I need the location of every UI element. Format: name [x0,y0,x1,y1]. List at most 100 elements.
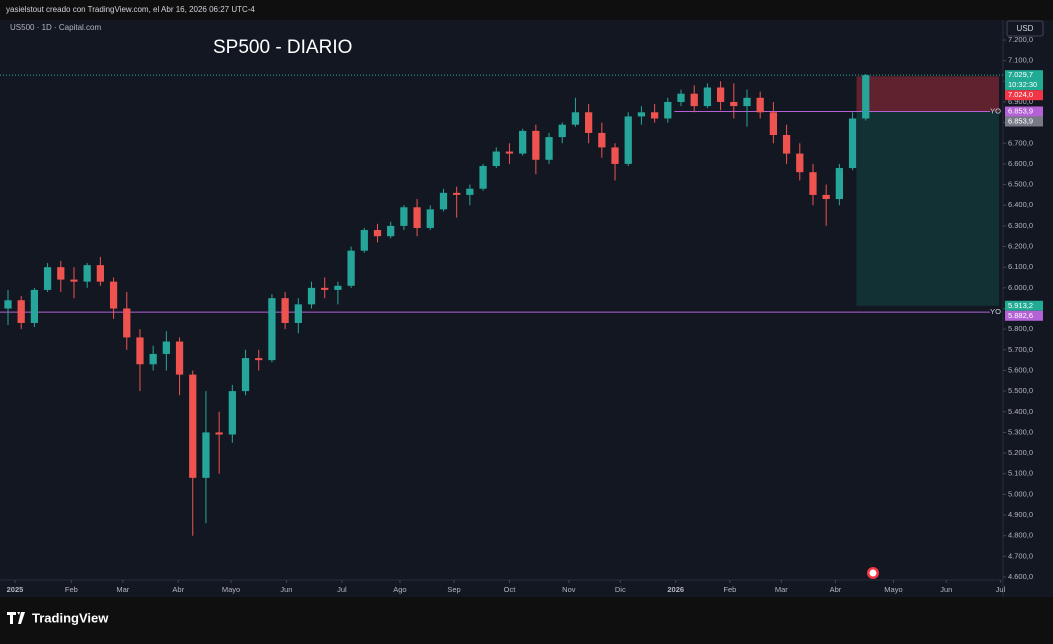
candle-body [360,230,368,251]
price-tag-label: 5.882,6 [1008,311,1033,320]
y-tick-label: 5.400,0 [1008,407,1033,416]
candle-body [17,300,25,323]
candle-body [796,153,804,173]
candle-body [347,250,355,286]
candle-body [558,124,566,138]
candle-body [175,341,184,375]
y-tick-label: 5.800,0 [1008,324,1033,333]
candle-body [96,265,105,282]
y-tick-label: 4.700,0 [1008,551,1033,560]
candle-body [162,341,170,354]
x-tick-label: Nov [562,585,576,594]
candle-body [690,93,698,107]
candle-body [637,112,646,117]
x-tick-label: Sep [447,585,460,594]
x-tick-label: Oct [504,585,517,594]
candle-body [373,230,382,237]
chart-title: SP500 - DIARIO [213,37,352,58]
x-tick-label: Mayo [222,585,240,594]
candle-body [703,87,712,107]
candle-body [43,267,52,290]
x-tick-label: Mar [775,585,788,594]
currency[interactable]: USD [1017,24,1034,33]
candle-body [585,112,593,133]
candle-body [413,207,421,228]
candle-body [571,112,580,125]
price-tag-label: 5.913,2 [1008,301,1033,310]
candle-body [268,298,276,361]
y-tick-label: 5.600,0 [1008,365,1033,374]
candle-body [505,151,514,154]
x-tick-label: Abr [830,585,842,594]
target-zone [856,111,1000,306]
y-tick-label: 7.200,0 [1008,35,1033,44]
symbol: US500 · 1D · Capital.com [10,23,101,32]
price-tag [1005,90,1043,101]
candle-body [189,374,197,478]
candle-body [664,101,672,119]
price-tag-label: 6.853,9 [1008,116,1033,125]
x-tick-label: 2025 [7,585,24,594]
candle-body [57,267,65,280]
candle-body [149,353,157,365]
candle-body [439,192,448,210]
candle-body [862,75,870,119]
x-tick-label: Mayo [884,585,902,594]
y-tick-label: 7.100,0 [1008,56,1033,65]
price-tag [1005,116,1043,127]
candle-body [281,298,289,323]
candle-body [611,147,619,164]
currency-box[interactable] [1006,20,1044,37]
y-tick-label: 6.700,0 [1008,138,1033,147]
candle-body [730,101,738,107]
y-tick-label: 5.000,0 [1008,489,1033,498]
candle-body [307,287,316,305]
candle-body [109,281,118,309]
countdown: 10:32:30 [1008,80,1037,89]
y-tick-label: 5.300,0 [1008,427,1033,436]
x-tick-label: Abr [172,585,184,594]
x-tick-label: Dic [615,585,626,594]
candle-body [83,265,91,282]
candle-body [519,130,527,154]
brand: TradingView [32,610,109,625]
candle-body [255,358,263,361]
x-tick-label: Jun [280,585,292,594]
price-tag [1005,70,1043,91]
candle-body [4,300,12,309]
y-tick-label: 4.800,0 [1008,531,1033,540]
event-icon[interactable] [867,567,879,579]
candle-body [835,168,843,200]
candle-body [228,391,236,435]
candle-body [321,287,329,290]
line-text: YO [990,106,1001,115]
y-tick-label: 6.900,0 [1008,97,1033,106]
y-tick-label: 5.500,0 [1008,386,1033,395]
candle-body [677,93,685,102]
x-tick-label: Jun [940,585,952,594]
x-tick-label: Jul [337,585,347,594]
candle-body [743,97,751,107]
y-tick-label: 6.400,0 [1008,200,1033,209]
x-tick-label: Jul [996,585,1006,594]
y-tick-label: 4.600,0 [1008,572,1033,581]
candle-body [756,97,764,113]
caption: yasielstout creado con TradingView.com, … [6,5,255,14]
candle-body [769,112,778,136]
candle-body [822,194,830,200]
candle-body [782,135,791,154]
candle-body [492,151,500,166]
candle-body [241,358,250,392]
price-tag-label: 6.853,9 [1008,106,1033,115]
logo [7,612,25,624]
price-tag-label: 7.029,7 [1008,70,1033,79]
candle-body [848,118,857,169]
y-tick-label: 6.200,0 [1008,242,1033,251]
x-tick-label: Mar [116,585,129,594]
candle-body [466,188,474,195]
candle-body [202,432,210,478]
candle-body [123,308,131,338]
price-tag [1005,300,1043,311]
